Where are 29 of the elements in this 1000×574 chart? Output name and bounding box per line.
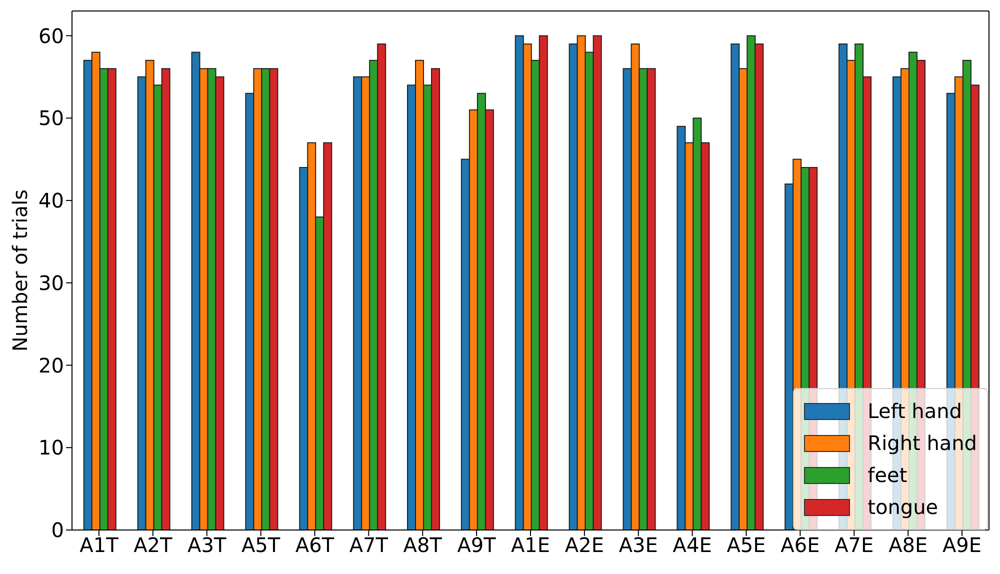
x-tick-label: A1T	[80, 533, 120, 558]
x-tick-label: A6E	[780, 533, 820, 558]
x-tick-label: A2E	[564, 533, 604, 558]
y-tick-label: 30	[38, 270, 64, 295]
legend-label: Right hand	[868, 431, 977, 455]
x-tick-label: A2T	[134, 533, 174, 558]
x-tick-label: A8E	[888, 533, 928, 558]
x-tick-label: A4E	[672, 533, 712, 558]
x-tick-label: A7E	[834, 533, 874, 558]
x-tick-label: A9T	[457, 533, 497, 558]
x-tick-label: A9E	[942, 533, 982, 558]
x-tick-label: A8T	[403, 533, 443, 558]
y-tick-label: 50	[38, 106, 64, 130]
legend-label: Left hand	[868, 399, 962, 423]
y-tick-label: 0	[51, 518, 64, 542]
x-tick-label: A5T	[241, 533, 281, 558]
x-tick-label: A6T	[295, 533, 335, 558]
x-tick-label: A5E	[726, 533, 766, 558]
x-tick-label: A7T	[349, 533, 389, 558]
x-tick-label: A1E	[510, 533, 550, 558]
legend-label: feet	[868, 463, 908, 487]
x-tick-label: A3E	[618, 533, 658, 558]
y-tick-label: 20	[38, 353, 64, 378]
y-axis-title: Number of trials	[8, 189, 32, 352]
x-tick-label: A3T	[188, 533, 227, 558]
legend-label: tongue	[868, 495, 938, 519]
y-tick-label: 40	[38, 188, 64, 213]
y-tick-label: 60	[38, 24, 64, 48]
y-tick-label: 10	[38, 436, 64, 460]
